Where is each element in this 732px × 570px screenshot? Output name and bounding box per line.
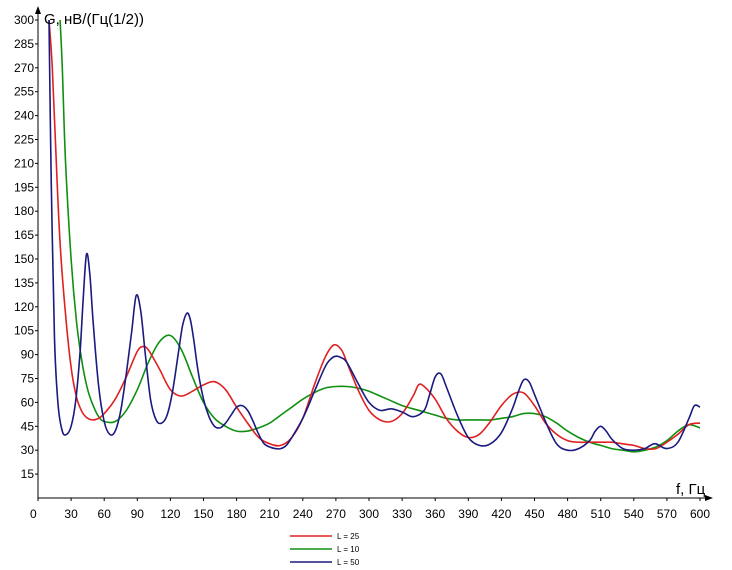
- legend-label: L = 10: [337, 545, 360, 554]
- x-tick-label: 300: [359, 507, 379, 521]
- x-tick-label: 420: [491, 507, 511, 521]
- x-tick-label: 450: [524, 507, 544, 521]
- x-axis-arrow: [705, 495, 713, 501]
- x-ticks: 0 30 60 90 120 150 180 210 240 270 300 330 360 390 420…: [30, 498, 710, 521]
- y-tick-label: 90: [21, 348, 35, 362]
- y-tick-label: 75: [21, 372, 35, 386]
- y-tick-label: 135: [14, 276, 34, 290]
- legend-label: L = 25: [337, 532, 360, 541]
- y-tick-label: 240: [14, 109, 34, 123]
- x-tick-label: 0: [30, 507, 37, 521]
- y-axis-label: G, нВ/(Гц(1/2)): [44, 11, 144, 28]
- x-tick-label: 150: [193, 507, 213, 521]
- x-axis-label: f, Гц: [676, 481, 706, 498]
- y-tick-label: 270: [14, 61, 34, 75]
- x-tick-label: 210: [260, 507, 280, 521]
- y-tick-label: 285: [14, 37, 34, 51]
- y-tick-label: 150: [14, 252, 34, 266]
- x-tick-label: 540: [624, 507, 644, 521]
- x-tick-label: 30: [64, 507, 78, 521]
- y-ticks: 15 30 45 60 75 90 105 120 135 150 165 180 195 210 225 2…: [14, 13, 38, 481]
- x-tick-label: 120: [160, 507, 180, 521]
- x-tick-label: 270: [326, 507, 346, 521]
- series-line-3: [48, 19, 701, 452]
- y-tick-label: 165: [14, 228, 34, 242]
- x-tick-label: 510: [591, 507, 611, 521]
- series-line-1: [48, 19, 701, 451]
- y-tick-label: 210: [14, 156, 34, 170]
- y-axis-arrow: [35, 6, 41, 14]
- x-tick-label: 390: [458, 507, 478, 521]
- y-tick-label: 105: [14, 324, 34, 338]
- y-tick-label: 195: [14, 180, 34, 194]
- y-tick-label: 180: [14, 204, 34, 218]
- y-tick-label: 15: [21, 467, 35, 481]
- x-tick-label: 360: [425, 507, 445, 521]
- y-tick-label: 60: [21, 395, 35, 409]
- x-tick-label: 60: [98, 507, 112, 521]
- y-tick-label: 120: [14, 300, 34, 314]
- plot-lines: [48, 19, 701, 453]
- y-tick-label: 255: [14, 85, 34, 99]
- series-line-2: [59, 19, 701, 453]
- x-tick-label: 330: [392, 507, 412, 521]
- x-tick-label: 240: [293, 507, 313, 521]
- y-tick-label: 225: [14, 133, 34, 147]
- y-tick-label: 300: [14, 13, 34, 27]
- y-tick-label: 30: [21, 443, 35, 457]
- legend: L = 25 L = 10 L = 50: [290, 532, 360, 567]
- x-tick-label: 480: [558, 507, 578, 521]
- x-tick-label: 180: [227, 507, 247, 521]
- x-tick-label: 570: [657, 507, 677, 521]
- x-tick-label: 600: [690, 507, 710, 521]
- x-tick-label: 90: [131, 507, 145, 521]
- y-tick-label: 45: [21, 419, 35, 433]
- legend-label: L = 50: [337, 558, 360, 567]
